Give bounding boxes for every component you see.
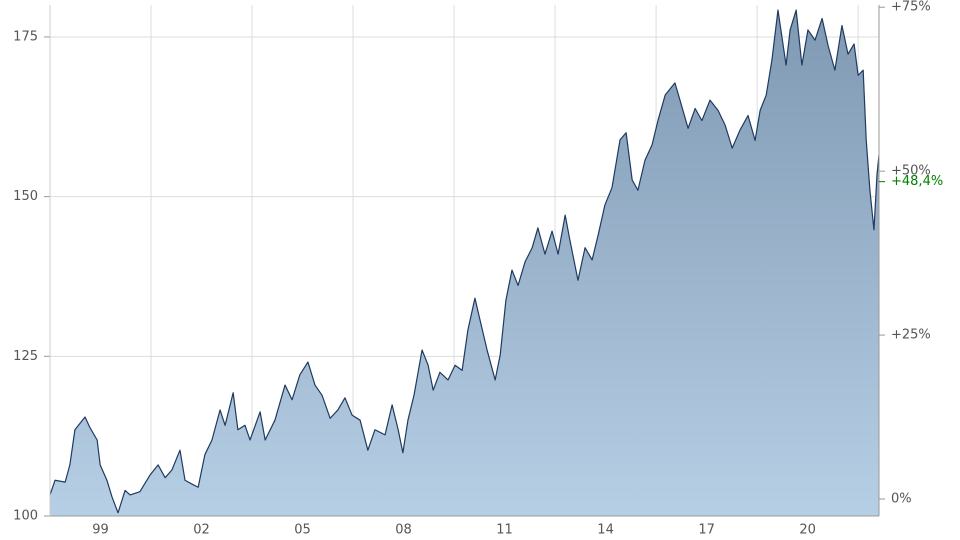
- y-tick-label: 100: [13, 509, 38, 524]
- x-tick-label: 14: [597, 523, 614, 538]
- y-tick-label: 175: [13, 29, 38, 44]
- area: [50, 10, 879, 517]
- x-tick-label: 02: [193, 523, 210, 538]
- annotation-label: +48,4%: [891, 174, 943, 189]
- y2-tick-label: +25%: [891, 328, 931, 343]
- x-tick-label: 20: [799, 523, 816, 538]
- y2-tick-label: +75%: [891, 0, 931, 15]
- x-tick-label: 11: [496, 523, 513, 538]
- line: [49, 9, 880, 514]
- y-tick-label: 150: [13, 189, 38, 204]
- x-tick-label: 17: [698, 523, 715, 538]
- x-tick-label: 05: [294, 523, 311, 538]
- y-tick-label: 125: [13, 349, 38, 364]
- y2-tick-label: +50%: [891, 164, 931, 179]
- y2-tick-label: 0%: [891, 492, 912, 507]
- x-tick-label: 99: [92, 523, 109, 538]
- x-tick-label: 08: [395, 523, 412, 538]
